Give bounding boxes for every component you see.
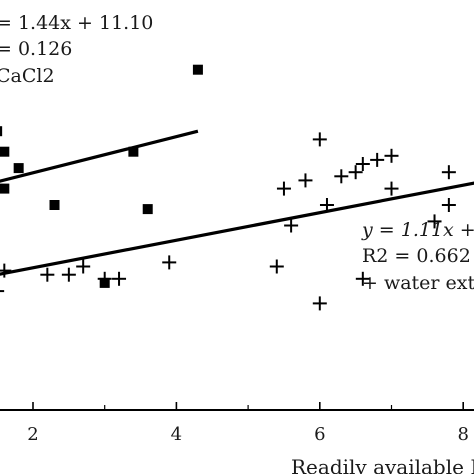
point-water: [319, 198, 334, 212]
x-tick-label-8: 8: [457, 424, 468, 445]
point-water: [355, 271, 370, 286]
point-water: [269, 259, 284, 274]
water-label: + water extr: [362, 272, 474, 294]
cacl2-equation: = 1.44x + 11.10: [0, 12, 153, 34]
x-axis-title: Readily available P (: [291, 455, 474, 474]
point-water: [0, 290, 5, 293]
trend-line-water: [0, 181, 474, 276]
point-water: [276, 181, 291, 196]
point-cacl2: [0, 126, 3, 137]
water-equation: y = 1.11x + 5: [361, 219, 474, 241]
point-water: [40, 267, 55, 282]
point-cacl2: [13, 163, 24, 174]
point-cacl2: [49, 200, 60, 210]
point-water: [112, 271, 127, 286]
point-water: [0, 263, 12, 278]
trend-line-cacl2: [0, 129, 199, 183]
point-water: [370, 152, 385, 167]
data-points: [0, 64, 456, 311]
point-water: [348, 165, 363, 180]
point-water: [61, 267, 76, 282]
point-water: [441, 198, 456, 212]
point-water: [384, 181, 399, 196]
trend-lines: [0, 129, 474, 276]
point-cacl2: [128, 146, 139, 157]
point-cacl2: [0, 146, 10, 157]
cacl2-r2: = 0.126: [0, 38, 72, 60]
point-water: [284, 218, 299, 233]
point-water: [162, 255, 177, 270]
x-tick-label-2: 2: [27, 424, 38, 445]
point-water: [441, 165, 456, 180]
x-axis-ticks: [32, 402, 465, 410]
point-water: [312, 132, 327, 147]
water-r2: R2 = 0.662: [362, 245, 471, 267]
x-tick-label-4: 4: [171, 424, 182, 445]
point-cacl2: [192, 64, 203, 75]
cacl2-label: CaCl2: [0, 65, 55, 87]
point-water: [97, 271, 112, 286]
point-water: [298, 173, 313, 188]
point-water: [76, 259, 91, 274]
point-water: [427, 214, 442, 229]
point-cacl2: [142, 204, 153, 215]
point-cacl2: [0, 183, 10, 194]
point-water: [312, 296, 327, 311]
point-water: [334, 169, 349, 184]
x-tick-label-6: 6: [314, 424, 325, 445]
x-axis-tick-labels: 2468101214: [27, 424, 469, 445]
point-water: [384, 148, 399, 163]
point-water: [355, 157, 370, 171]
